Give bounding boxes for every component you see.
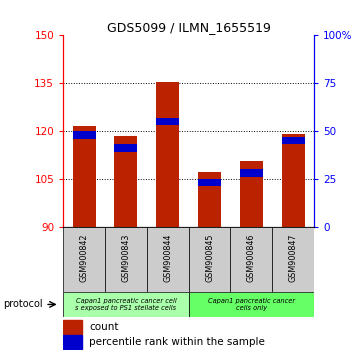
Bar [114, 144, 138, 152]
Bar [188, 227, 230, 292]
Text: GSM900843: GSM900843 [121, 234, 130, 282]
Text: count: count [90, 322, 119, 332]
Text: Capan1 pancreatic cancer cell
s exposed to PS1 stellate cells: Capan1 pancreatic cancer cell s exposed … [75, 298, 177, 311]
Bar [73, 126, 96, 227]
Text: GSM900846: GSM900846 [247, 234, 256, 282]
Bar [282, 134, 305, 227]
Text: percentile rank within the sample: percentile rank within the sample [90, 337, 265, 347]
Bar [114, 136, 138, 227]
Text: Capan1 pancreatic cancer
cells only: Capan1 pancreatic cancer cells only [208, 298, 295, 311]
Bar [63, 227, 105, 292]
Bar [198, 172, 221, 227]
Bar [63, 335, 82, 349]
Bar [240, 169, 263, 177]
Text: GSM900847: GSM900847 [289, 234, 298, 282]
Bar [156, 81, 179, 227]
Bar [282, 137, 305, 144]
Text: protocol: protocol [4, 299, 43, 309]
Bar [63, 292, 188, 317]
Bar [188, 292, 314, 317]
Title: GDS5099 / ILMN_1655519: GDS5099 / ILMN_1655519 [107, 21, 270, 34]
Bar [272, 227, 314, 292]
Bar [198, 179, 221, 187]
Text: GSM900844: GSM900844 [163, 234, 172, 282]
Bar [230, 227, 272, 292]
Bar [105, 227, 147, 292]
Bar [240, 161, 263, 227]
Text: GSM900842: GSM900842 [79, 234, 88, 282]
Text: GSM900845: GSM900845 [205, 234, 214, 282]
Bar [63, 320, 82, 334]
Bar [156, 118, 179, 125]
Bar [73, 131, 96, 139]
Bar [147, 227, 188, 292]
